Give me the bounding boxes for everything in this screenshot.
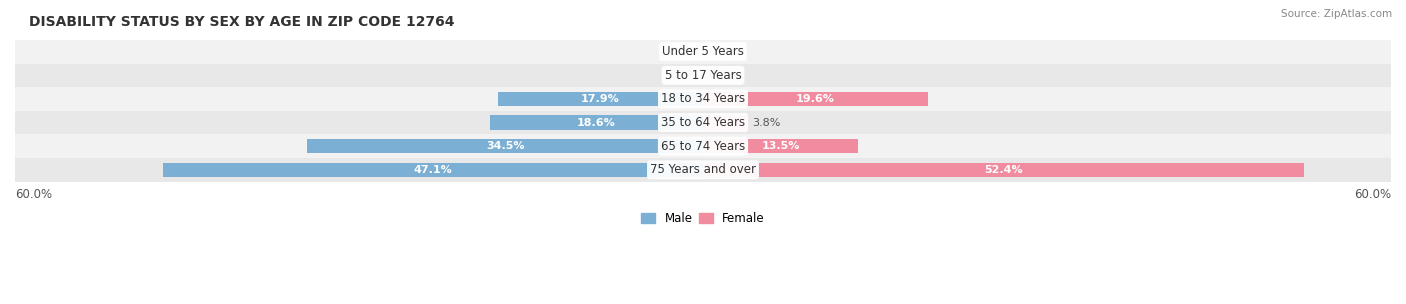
Text: 13.5%: 13.5%: [761, 141, 800, 151]
Text: 0.0%: 0.0%: [669, 47, 697, 57]
Text: 35 to 64 Years: 35 to 64 Years: [661, 116, 745, 129]
Bar: [703, 163, 1303, 177]
Text: 47.1%: 47.1%: [413, 165, 453, 175]
Bar: [498, 92, 703, 106]
Text: 75 Years and over: 75 Years and over: [650, 163, 756, 176]
Bar: [15, 87, 1391, 111]
Legend: Male, Female: Male, Female: [637, 207, 769, 230]
Text: 52.4%: 52.4%: [984, 165, 1022, 175]
Bar: [15, 40, 1391, 64]
Text: 60.0%: 60.0%: [15, 188, 52, 201]
Bar: [15, 111, 1391, 134]
Text: 65 to 74 Years: 65 to 74 Years: [661, 140, 745, 153]
Text: 5 to 17 Years: 5 to 17 Years: [665, 69, 741, 82]
Text: 19.6%: 19.6%: [796, 94, 835, 104]
Text: Source: ZipAtlas.com: Source: ZipAtlas.com: [1281, 9, 1392, 19]
Bar: [703, 139, 858, 153]
Text: 18 to 34 Years: 18 to 34 Years: [661, 92, 745, 105]
Bar: [15, 64, 1391, 87]
Text: DISABILITY STATUS BY SEX BY AGE IN ZIP CODE 12764: DISABILITY STATUS BY SEX BY AGE IN ZIP C…: [28, 15, 454, 29]
Text: 3.8%: 3.8%: [752, 118, 780, 128]
Text: 34.5%: 34.5%: [486, 141, 524, 151]
Text: 60.0%: 60.0%: [1354, 188, 1391, 201]
Bar: [163, 163, 703, 177]
Bar: [703, 116, 747, 130]
Text: Under 5 Years: Under 5 Years: [662, 45, 744, 58]
Bar: [15, 134, 1391, 158]
Bar: [703, 92, 928, 106]
Bar: [489, 116, 703, 130]
Text: 18.6%: 18.6%: [576, 118, 616, 128]
Bar: [15, 158, 1391, 181]
Text: 0.0%: 0.0%: [669, 70, 697, 80]
Text: 0.0%: 0.0%: [709, 70, 737, 80]
Bar: [308, 139, 703, 153]
Text: 0.0%: 0.0%: [709, 47, 737, 57]
Text: 17.9%: 17.9%: [581, 94, 620, 104]
